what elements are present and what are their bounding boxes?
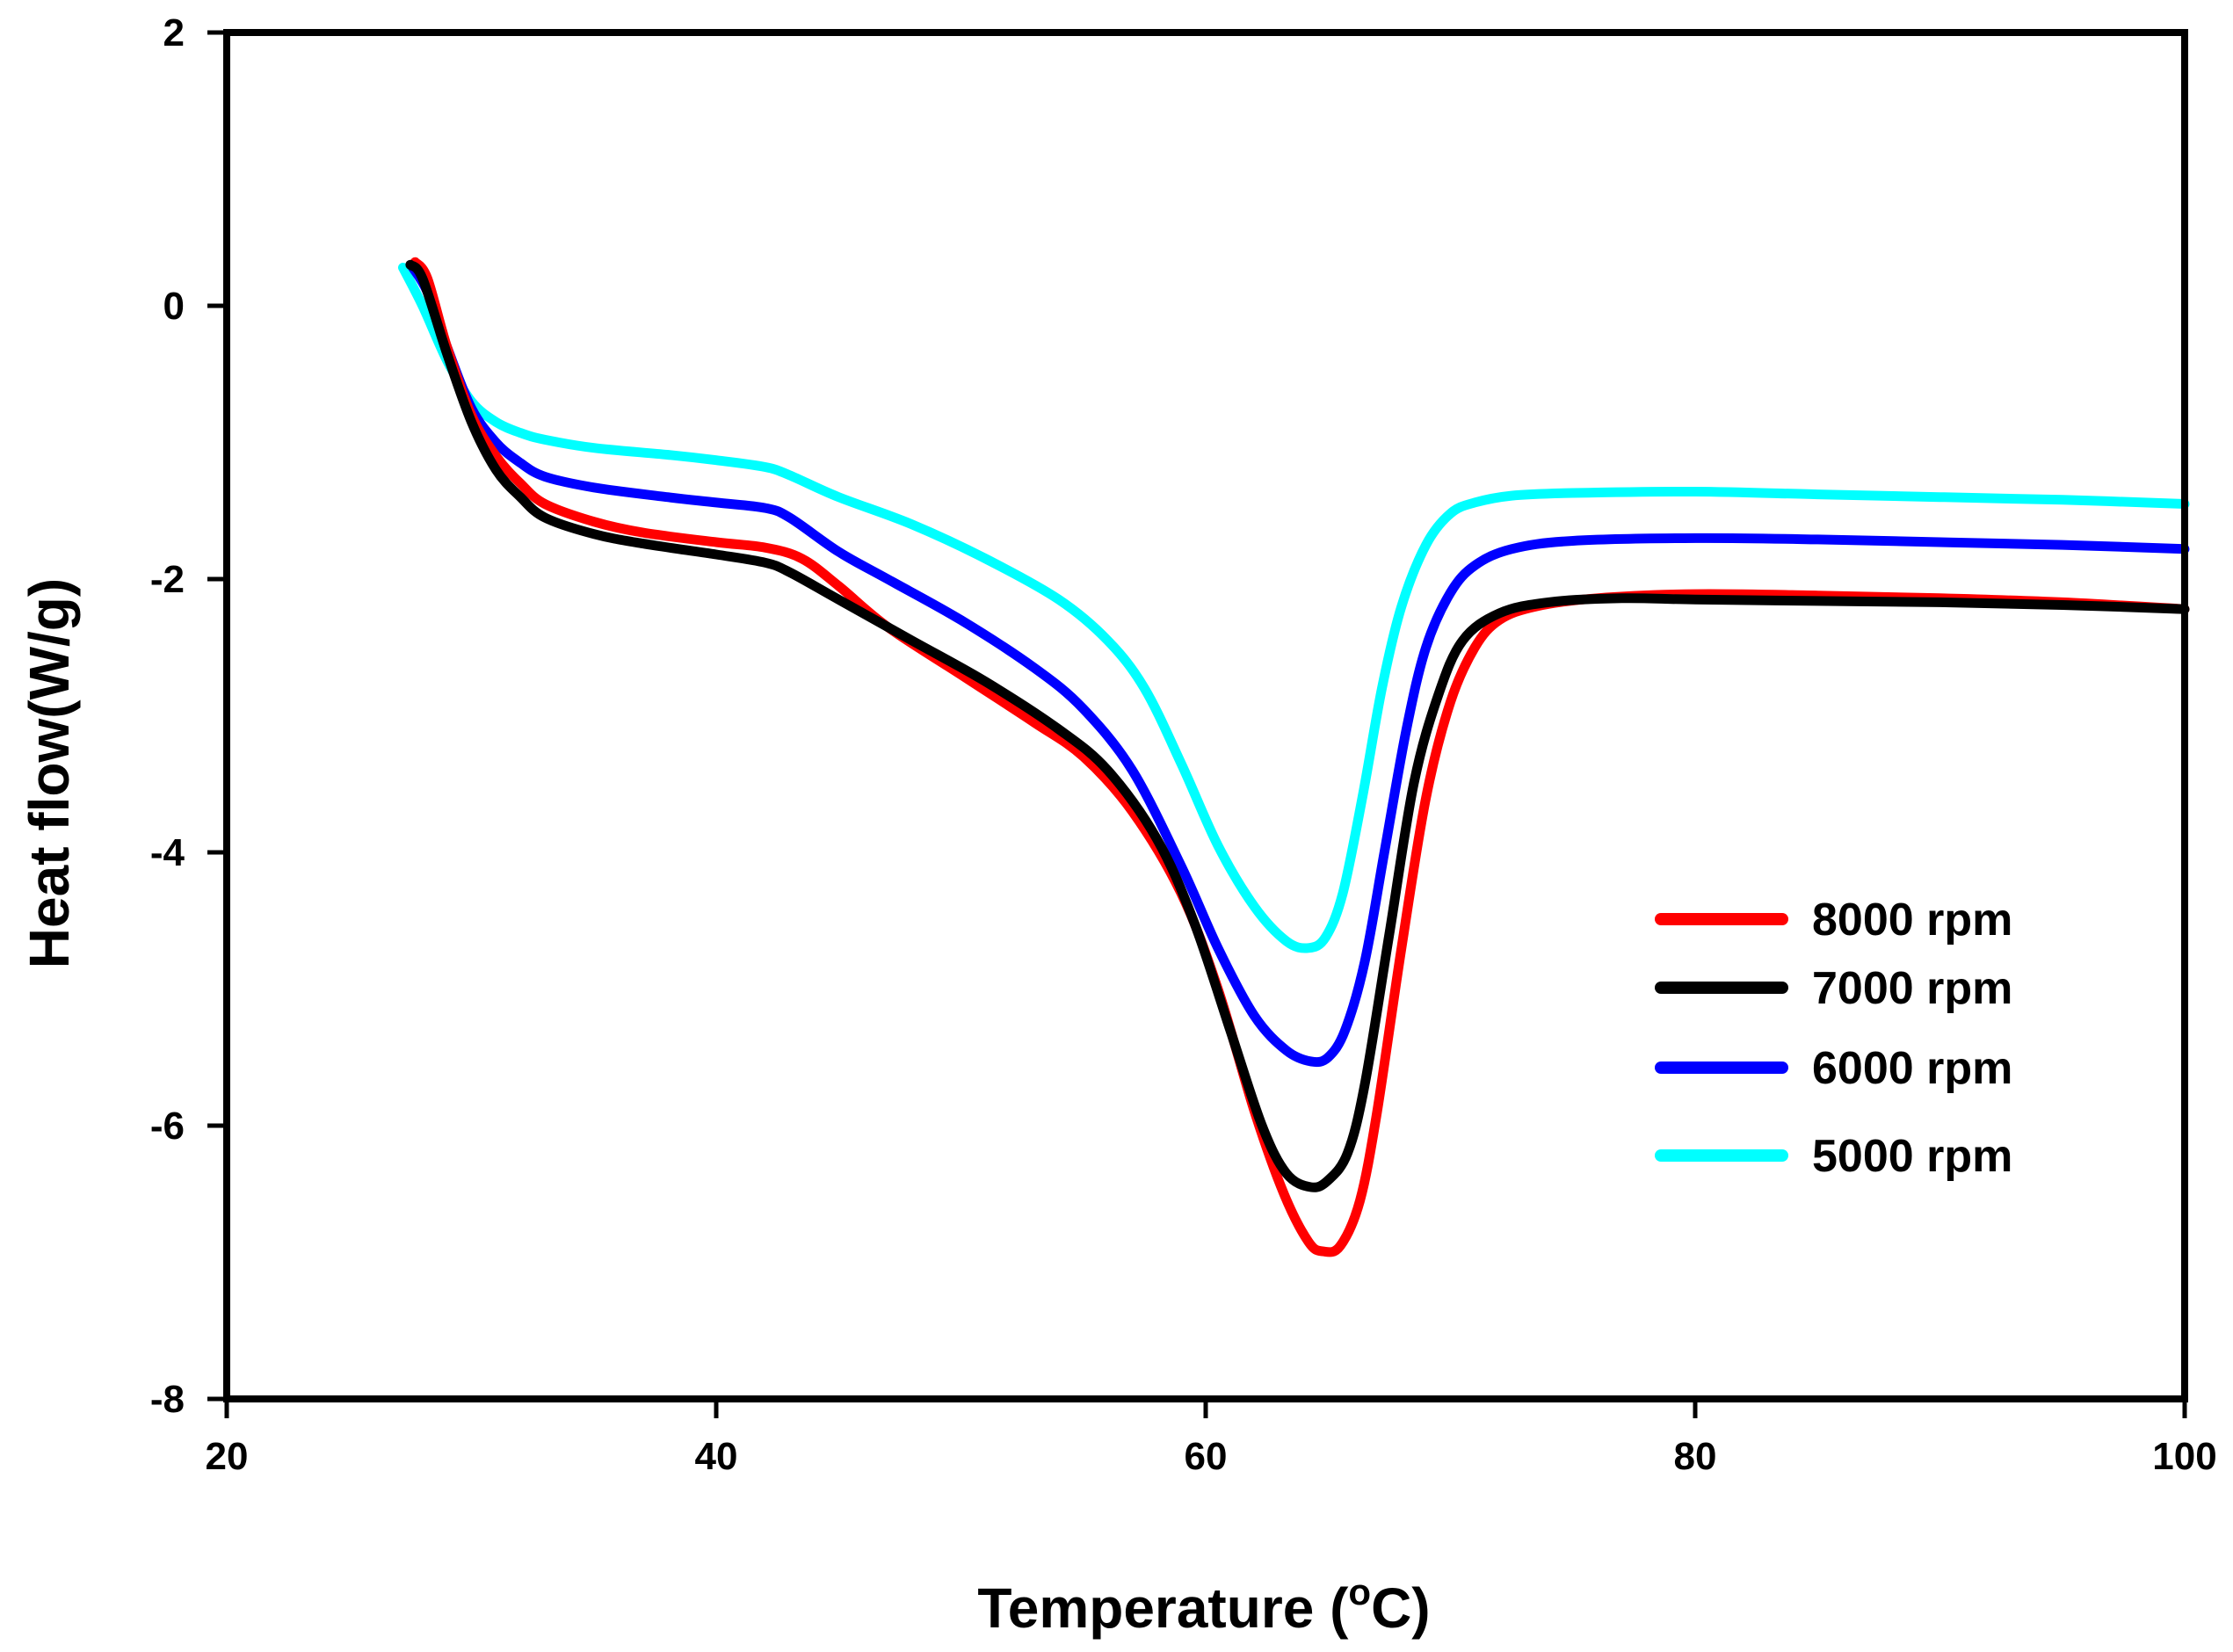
series-line-7000-rpm [405,259,2190,1192]
y-axis-title: Heat flow(W/g) [18,578,81,968]
x-tick-label: 40 [695,1435,738,1478]
y-tick-label: -2 [150,558,185,601]
legend-label: 8000 rpm [1812,895,2012,946]
series-line-6000-rpm [408,263,2190,1068]
x-axis-title: Temperature (oC) [977,1571,1430,1640]
y-tick-label: 2 [163,11,185,54]
x-tick-label: 20 [206,1435,249,1478]
x-axis-title-suffix: C) [1371,1576,1431,1640]
y-tick-label: 0 [163,285,185,328]
plot-area-frame [223,29,2188,1402]
x-axis-title-superscript: o [1348,1571,1371,1612]
x-tick-label: 80 [1674,1435,1717,1478]
legend-label: 7000 rpm [1812,963,2012,1014]
axis-ticks [207,30,2187,1418]
x-axis-title-main: Temperature ( [977,1576,1349,1640]
legend-label: 5000 rpm [1812,1131,2012,1182]
legend: 8000 rpm 7000 rpm 6000 rpm 5000 rpm [1655,895,2012,1182]
series-line-8000-rpm [410,257,2190,1257]
x-tick-label: 60 [1185,1435,1228,1478]
legend-label: 6000 rpm [1812,1043,2012,1094]
series-line-5000-rpm [398,263,2190,953]
x-tick-label: 100 [2152,1435,2216,1478]
axis-tick-labels: 20 40 60 80 100 -8 -6 -4 -2 0 2 [150,11,2217,1478]
y-tick-label: -8 [150,1378,185,1421]
series-layer [398,257,2190,1257]
y-tick-label: -6 [150,1105,185,1148]
y-tick-label: -4 [150,831,185,874]
